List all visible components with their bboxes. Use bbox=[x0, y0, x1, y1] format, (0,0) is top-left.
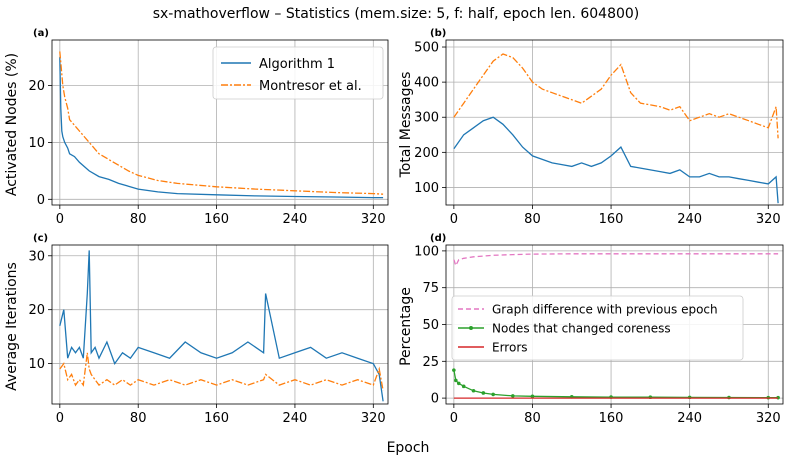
data-point bbox=[461, 384, 466, 389]
plot-frame bbox=[445, 39, 784, 206]
panel-b: 0 80 160 240 320 100 200 300 400 500 (b) Total Mess… bbox=[398, 28, 784, 227]
x-tick-label: 0 bbox=[56, 411, 64, 426]
x-tick-label: 240 bbox=[677, 411, 702, 426]
panel-a: 0 80 160 240 320 0 10 20 (a) Activated Nodes (%) A… bbox=[4, 28, 389, 227]
y-tick-label: 10 bbox=[28, 136, 45, 151]
series-line-1 bbox=[59, 352, 384, 391]
x-tick-label: 240 bbox=[283, 411, 308, 426]
x-tick-label: 0 bbox=[450, 411, 458, 426]
x-tick-label: 80 bbox=[524, 212, 541, 227]
y-axis-label: Total Messages bbox=[398, 72, 414, 179]
x-tick-label: 160 bbox=[599, 411, 624, 426]
panel-d: 0 80 160 240 320 0 25 50 75 100(d) Percentage Graph… bbox=[398, 233, 784, 426]
x-tick-label: 80 bbox=[524, 411, 541, 426]
y-tick-label: 0 bbox=[431, 392, 439, 407]
data-point bbox=[491, 392, 495, 397]
legend-marker bbox=[469, 326, 473, 330]
x-tick-label: 240 bbox=[283, 212, 308, 227]
x-tick-label: 320 bbox=[361, 212, 386, 227]
y-tick-label: 75 bbox=[422, 281, 439, 296]
y-tick-label: 0 bbox=[37, 193, 45, 208]
figure-title: sx-mathoverflow – Statistics (mem.size: … bbox=[153, 6, 640, 22]
x-tick-label: 240 bbox=[677, 212, 702, 227]
data-point bbox=[530, 394, 535, 399]
x-tick-label: 80 bbox=[130, 212, 147, 227]
data-point bbox=[456, 381, 461, 386]
y-axis-label: Percentage bbox=[398, 287, 414, 366]
panel-tag: (d) bbox=[430, 233, 446, 244]
legend-entry: Montresor et al. bbox=[259, 79, 362, 94]
panel-tag: (a) bbox=[33, 28, 49, 39]
series-line-1 bbox=[59, 51, 384, 195]
legend-entry: Algorithm 1 bbox=[259, 57, 335, 72]
series-line-0 bbox=[453, 116, 779, 204]
plot-frame bbox=[51, 244, 389, 405]
x-tick-label: 320 bbox=[361, 411, 386, 426]
x-tick-label: 0 bbox=[56, 212, 64, 227]
legend-entry: Graph difference with previous epoch bbox=[492, 303, 718, 317]
data-point bbox=[511, 394, 515, 398]
x-tick-label: 160 bbox=[204, 212, 229, 227]
data-point bbox=[452, 368, 456, 372]
plot-frame bbox=[51, 39, 389, 206]
series-line-0 bbox=[59, 57, 384, 199]
data-point bbox=[454, 378, 458, 383]
figure-xlabel: Epoch bbox=[387, 440, 430, 456]
y-tick-label: 100 bbox=[414, 244, 439, 259]
data-point bbox=[481, 391, 486, 395]
y-tick-label: 20 bbox=[28, 79, 45, 94]
y-tick-label: 300 bbox=[414, 111, 439, 126]
series-line-1 bbox=[453, 53, 779, 139]
y-tick-label: 25 bbox=[422, 355, 439, 370]
x-tick-label: 80 bbox=[130, 411, 147, 426]
y-tick-label: 20 bbox=[28, 303, 45, 318]
legend-box bbox=[212, 46, 384, 100]
x-tick-label: 160 bbox=[599, 212, 624, 227]
series-line-0 bbox=[59, 250, 384, 402]
panel-tag: (c) bbox=[33, 233, 48, 244]
data-point bbox=[471, 388, 476, 393]
x-tick-label: 320 bbox=[756, 411, 781, 426]
y-tick-label: 400 bbox=[414, 76, 439, 91]
y-tick-label: 30 bbox=[28, 249, 45, 264]
x-tick-label: 320 bbox=[756, 212, 781, 227]
y-axis-label: Activated Nodes (%) bbox=[4, 53, 20, 196]
series-line-1 bbox=[453, 369, 779, 399]
y-tick-label: 500 bbox=[414, 41, 439, 56]
panel-c: 0 80 160 240 320 10 20 30 (c) Average Iterations bbox=[4, 233, 389, 426]
legend-box bbox=[451, 295, 744, 361]
y-axis-label: Average Iterations bbox=[4, 262, 20, 391]
legend-entry: Errors bbox=[492, 341, 528, 355]
panel-tag: (b) bbox=[430, 28, 446, 39]
y-tick-label: 200 bbox=[414, 146, 439, 161]
x-tick-label: 160 bbox=[204, 411, 229, 426]
y-tick-label: 50 bbox=[422, 318, 439, 333]
series-line-0 bbox=[453, 253, 779, 268]
y-tick-label: 10 bbox=[28, 357, 45, 372]
y-tick-label: 100 bbox=[414, 181, 439, 196]
legend-entry: Nodes that changed coreness bbox=[492, 322, 671, 336]
x-tick-label: 0 bbox=[450, 212, 458, 227]
